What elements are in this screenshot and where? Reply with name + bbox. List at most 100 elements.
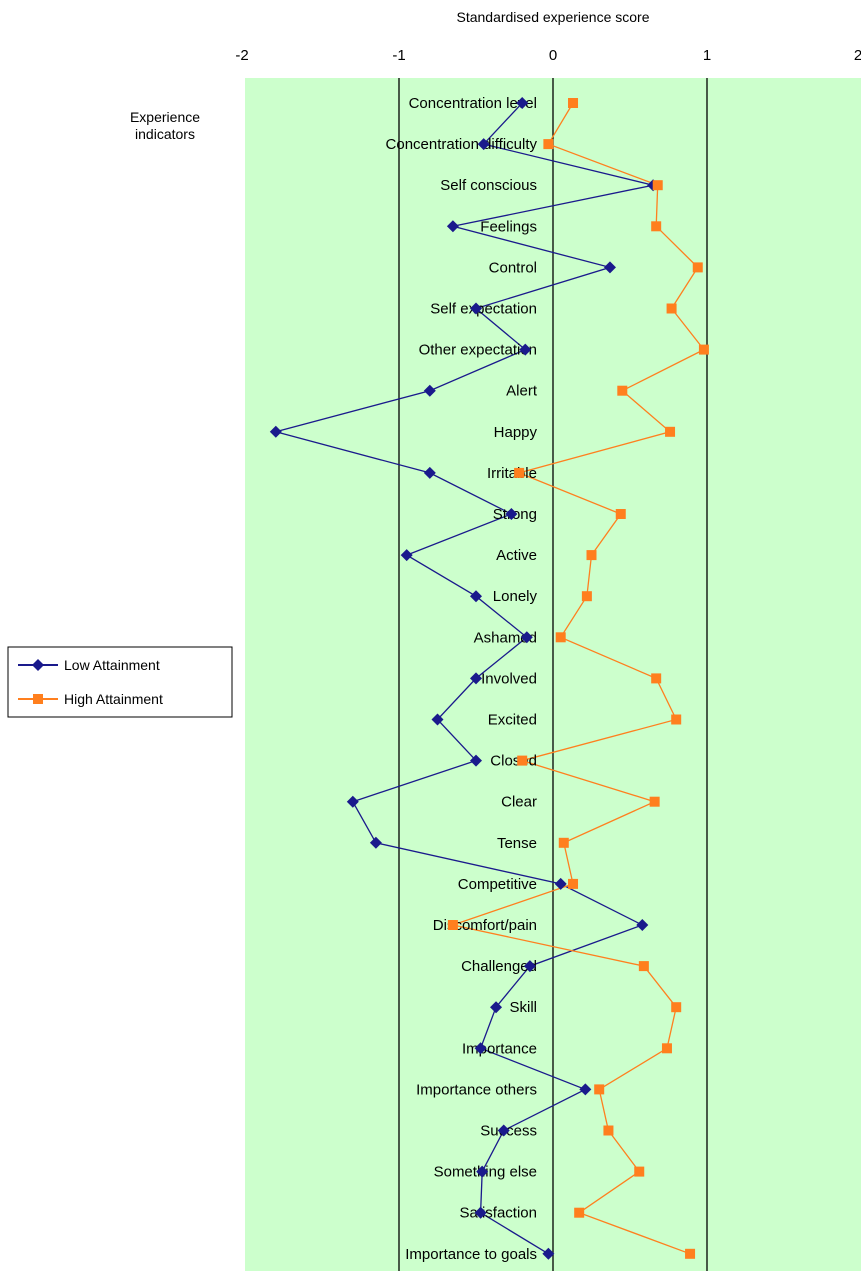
legend: Low Attainment High Attainment <box>7 646 233 718</box>
point-low <box>516 97 529 109</box>
point-low <box>400 549 413 562</box>
x-tick-label: -1 <box>392 47 405 64</box>
x-tick-label: -2 <box>235 47 248 64</box>
point-high <box>447 920 458 930</box>
category-label: Importance others <box>416 1081 537 1098</box>
point-high <box>543 139 554 150</box>
point-low <box>520 631 533 644</box>
point-high <box>671 1002 682 1013</box>
category-label: Clear <box>501 794 537 811</box>
category-label: Self expectation <box>430 301 537 318</box>
category-label: Competitive <box>458 876 537 893</box>
category-label: Ashamed <box>474 629 537 646</box>
category-label: Challenged <box>461 958 537 975</box>
point-low <box>523 960 536 973</box>
legend-box <box>7 646 233 718</box>
point-low <box>423 466 436 479</box>
point-high <box>568 878 579 889</box>
legend-label-low: Low Attainment <box>64 657 160 673</box>
point-high <box>661 1043 672 1054</box>
x-tick-label: 1 <box>703 47 711 64</box>
point-high <box>698 344 709 355</box>
category-label: Importance to goals <box>405 1246 537 1263</box>
category-label: Control <box>489 259 537 276</box>
category-label: Tense <box>497 835 537 852</box>
point-high <box>651 673 662 684</box>
point-high <box>586 550 597 561</box>
point-high <box>555 632 566 643</box>
point-low <box>431 713 444 726</box>
point-low <box>519 343 532 356</box>
point-high <box>581 591 592 602</box>
point-high <box>666 303 677 314</box>
y-axis-title: Experience indicators <box>130 109 200 142</box>
category-label: Active <box>496 547 537 564</box>
category-label: Involved <box>481 670 537 687</box>
category-label: Happy <box>494 424 538 441</box>
category-label: Closed <box>490 753 537 770</box>
point-low <box>470 590 482 603</box>
category-label: Satisfaction <box>459 1205 537 1222</box>
category-label: Discomfort/pain <box>433 917 537 934</box>
point-high <box>634 1166 645 1177</box>
point-low <box>490 1001 503 1014</box>
category-label: Other expectation <box>419 342 537 359</box>
point-high <box>665 426 676 437</box>
point-high <box>692 262 703 273</box>
category-label: Concentration level <box>409 95 537 112</box>
point-high <box>574 1207 585 1218</box>
point-low <box>542 1247 555 1260</box>
x-axis-ticks: -2 -1 0 1 2 <box>235 47 861 64</box>
point-low <box>423 384 436 397</box>
point-low <box>477 138 490 151</box>
point-high <box>617 385 628 396</box>
point-high <box>514 467 525 478</box>
point-high <box>615 509 626 519</box>
category-label: Alert <box>506 383 538 400</box>
gridlines <box>398 78 708 1271</box>
point-low <box>579 1083 592 1096</box>
point-high <box>649 796 660 807</box>
point-high <box>651 221 662 232</box>
point-low <box>636 919 649 931</box>
point-high <box>517 755 528 766</box>
point-low <box>470 754 482 767</box>
category-label: Skill <box>509 999 537 1016</box>
category-label: Irritable <box>487 465 537 482</box>
legend-marker-high <box>33 694 43 704</box>
point-low <box>476 1165 489 1178</box>
category-label: Lonely <box>493 588 538 605</box>
category-label: Importance <box>462 1040 537 1057</box>
point-low <box>369 836 382 849</box>
point-low <box>474 1206 487 1219</box>
point-low <box>505 508 518 520</box>
point-high <box>603 1125 614 1136</box>
point-high <box>652 180 663 191</box>
x-tick-label: 2 <box>854 47 861 64</box>
point-low <box>470 302 482 315</box>
x-axis-title: Standardised experience score <box>456 9 649 25</box>
category-label: Self conscious <box>440 177 537 194</box>
point-high <box>568 98 579 108</box>
point-low <box>474 1042 487 1055</box>
legend-label-high: High Attainment <box>64 691 163 707</box>
point-high <box>558 837 569 848</box>
point-low <box>603 261 616 274</box>
point-low <box>470 672 482 685</box>
point-high <box>685 1248 696 1259</box>
point-high <box>671 714 682 725</box>
x-tick-label: 0 <box>549 47 557 64</box>
category-label: Excited <box>488 712 537 729</box>
legend-marker-low <box>32 659 44 671</box>
series-markers <box>269 97 709 1260</box>
point-low <box>554 877 567 890</box>
point-low <box>346 795 359 808</box>
point-low <box>446 220 459 233</box>
point-low <box>269 425 282 438</box>
point-high <box>594 1084 605 1095</box>
category-label: Feelings <box>480 218 537 235</box>
point-high <box>638 961 649 972</box>
category-label: Concentration difficulty <box>386 136 538 153</box>
point-low <box>497 1124 510 1137</box>
